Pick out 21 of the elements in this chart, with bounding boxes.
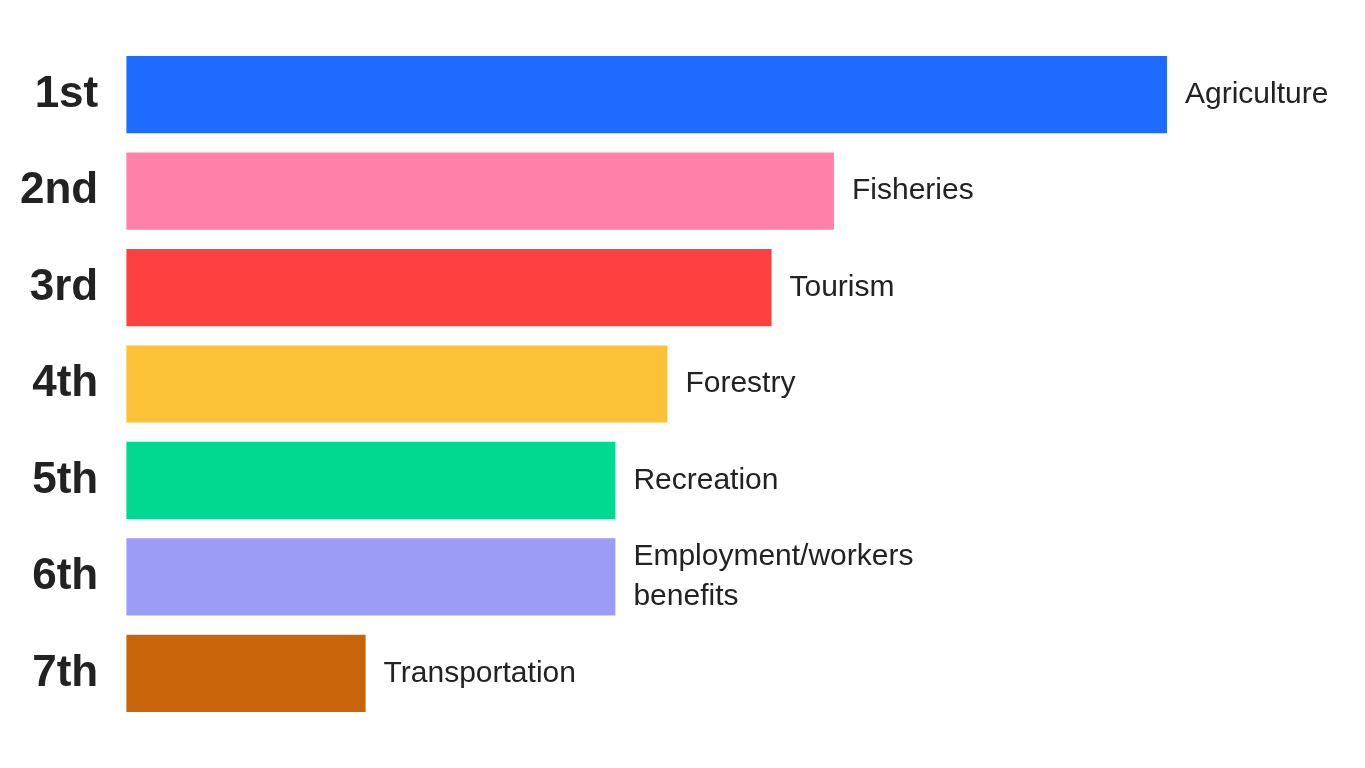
annotation: Agriculture [1185,75,1329,109]
annotation: Transportation [383,654,576,688]
y-tick-label: 4th [32,356,99,406]
bar [126,634,366,712]
y-tick-label: 5th [32,452,99,502]
y-tick-label: 1st [34,66,99,116]
y-tick-label: 7th [32,645,99,695]
bar [126,441,616,520]
annotation: Employment/workers benefits [633,538,914,612]
bar [126,538,616,616]
y-tick-label: 3rd [29,259,99,309]
y-tick-label: 6th [32,549,99,599]
annotation: Tourism [789,268,895,302]
annotation: Fisheries [851,172,974,206]
y-tick-label: 2nd [19,163,99,213]
bar [126,56,1167,134]
annotation: Recreation [633,461,779,495]
bar [126,248,772,327]
annotation: Forestry [685,365,796,399]
bar [126,152,834,230]
bar [126,345,668,423]
